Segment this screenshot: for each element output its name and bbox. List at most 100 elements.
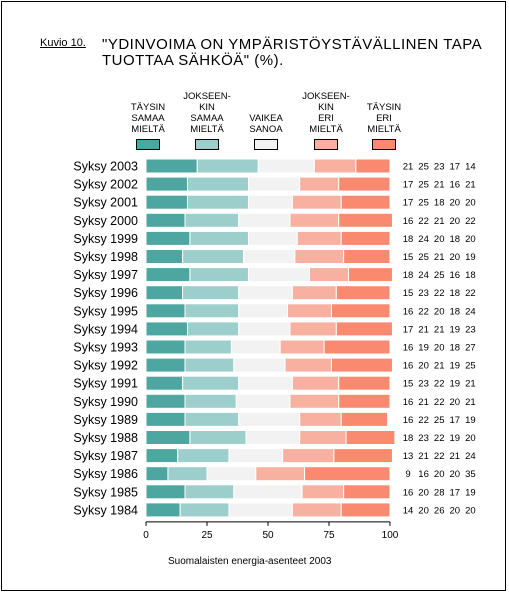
bar-segment xyxy=(238,375,293,391)
bar-segment xyxy=(238,303,289,319)
category-label: Syksy 1985 xyxy=(73,485,138,499)
bar-segment xyxy=(184,411,240,427)
category-label: Syksy 1984 xyxy=(73,503,138,517)
data-label: 22 xyxy=(434,433,445,444)
data-label: 22 xyxy=(434,379,445,390)
bar-segment xyxy=(355,158,391,174)
data-label: 20 xyxy=(450,397,461,408)
bar-segment xyxy=(287,303,332,319)
bar-segment xyxy=(340,194,391,210)
data-label: 17 xyxy=(403,180,414,191)
chart-title: "YDINVOIMA ON YMPÄRISTÖYSTÄVÄLLINEN TAPA… xyxy=(102,37,482,69)
bar-segment xyxy=(291,375,340,391)
data-label: 18 xyxy=(450,234,461,245)
bar-segment xyxy=(184,303,240,319)
bar-segment xyxy=(247,194,293,210)
data-label: 20 xyxy=(450,505,461,516)
data-label: 22 xyxy=(434,451,445,462)
legend-item-taysin-samaa: TÄYSIN SAMAA MIELTÄ xyxy=(118,91,178,150)
data-label: 25 xyxy=(418,198,429,209)
bar-segment xyxy=(145,484,186,500)
bar-segment xyxy=(245,430,301,445)
data-label: 22 xyxy=(434,288,445,299)
data-label: 20 xyxy=(418,361,429,372)
legend-label: TÄYSIN SAMAA MIELTÄ xyxy=(130,102,166,135)
bar-segment xyxy=(340,502,391,518)
bar-segment xyxy=(145,393,186,409)
data-label: 20 xyxy=(465,198,476,209)
category-label: Syksy 2002 xyxy=(73,178,138,192)
chart-title-line-2: TUOTTAA SÄHKÖÄ" (%). xyxy=(102,52,284,69)
bar-segment xyxy=(343,249,391,264)
bar-segment xyxy=(284,357,332,373)
bar-segment xyxy=(145,502,181,518)
data-label: 18 xyxy=(450,306,461,317)
data-label: 28 xyxy=(434,487,445,498)
bar-segment xyxy=(301,484,345,500)
bar-segment xyxy=(255,466,306,482)
category-label: Syksy 1988 xyxy=(73,431,138,445)
legend-label: JOKSEEN-KIN SAMAA MIELTÄ xyxy=(183,91,231,135)
legend-swatch xyxy=(136,139,160,150)
bar-segment xyxy=(291,194,342,210)
legend-item-vaikea-sanoa: VAIKEA SANOA xyxy=(236,91,296,150)
data-label: 16 xyxy=(403,415,414,426)
data-label: 17 xyxy=(403,324,414,335)
bar-segment xyxy=(182,249,245,264)
category-label: Syksy 2001 xyxy=(73,196,138,210)
data-label: 18 xyxy=(403,270,414,281)
bar-segment xyxy=(238,212,291,228)
category-label: Syksy 1994 xyxy=(73,322,138,336)
bar-segment xyxy=(145,321,188,337)
data-label: 18 xyxy=(403,234,414,245)
bar-segment xyxy=(333,448,393,464)
bar-segment xyxy=(247,230,298,246)
legend-item-taysin-eri: TÄYSIN ERI MIELTÄ xyxy=(354,91,414,150)
bar-segment xyxy=(340,230,391,246)
bar-segment xyxy=(206,466,257,482)
data-label: 24 xyxy=(465,306,476,317)
data-label: 21 xyxy=(450,451,461,462)
data-label: 21 xyxy=(418,324,429,335)
bar-segment xyxy=(343,484,391,500)
data-label: 20 xyxy=(465,234,476,245)
data-label: 20 xyxy=(450,252,461,263)
bar-segment xyxy=(145,267,191,283)
bar-segment xyxy=(233,484,303,500)
data-label: 20 xyxy=(434,343,445,354)
data-label: 19 xyxy=(465,415,476,426)
data-label: 25 xyxy=(418,162,429,173)
bar-segment xyxy=(330,303,391,319)
bar-segment xyxy=(247,267,310,283)
bar-segment xyxy=(177,448,230,464)
bar-segment xyxy=(238,321,291,337)
data-label: 27 xyxy=(465,343,476,354)
bar-segment xyxy=(145,158,198,174)
category-label: Syksy 1991 xyxy=(73,377,138,391)
data-label: 16 xyxy=(403,306,414,317)
data-label: 22 xyxy=(434,397,445,408)
bar-segment xyxy=(189,430,247,445)
data-label: 18 xyxy=(434,198,445,209)
x-tick-label: 100 xyxy=(382,530,399,541)
legend-item-jokseenkin-eri: JOKSEEN-KIN ERI MIELTÄ xyxy=(296,91,356,150)
bar-segment xyxy=(299,411,342,427)
category-label: Syksy 1986 xyxy=(73,467,138,481)
bar-segment xyxy=(338,393,391,409)
data-label: 20 xyxy=(434,234,445,245)
category-label: Syksy 1987 xyxy=(73,449,138,463)
bar-segment xyxy=(184,339,232,355)
bar-segment xyxy=(294,249,345,264)
data-label: 21 xyxy=(418,451,429,462)
data-label: 25 xyxy=(434,415,445,426)
legend-swatch xyxy=(195,139,219,150)
legend-swatch xyxy=(372,139,396,150)
legend-item-jokseenkin-samaa: JOKSEEN-KIN SAMAA MIELTÄ xyxy=(177,91,237,150)
data-label: 19 xyxy=(450,361,461,372)
category-label: Syksy 1996 xyxy=(73,286,138,300)
bar-segment xyxy=(145,285,184,301)
data-label: 22 xyxy=(465,288,476,299)
data-label: 20 xyxy=(450,469,461,480)
data-label: 21 xyxy=(403,162,414,173)
